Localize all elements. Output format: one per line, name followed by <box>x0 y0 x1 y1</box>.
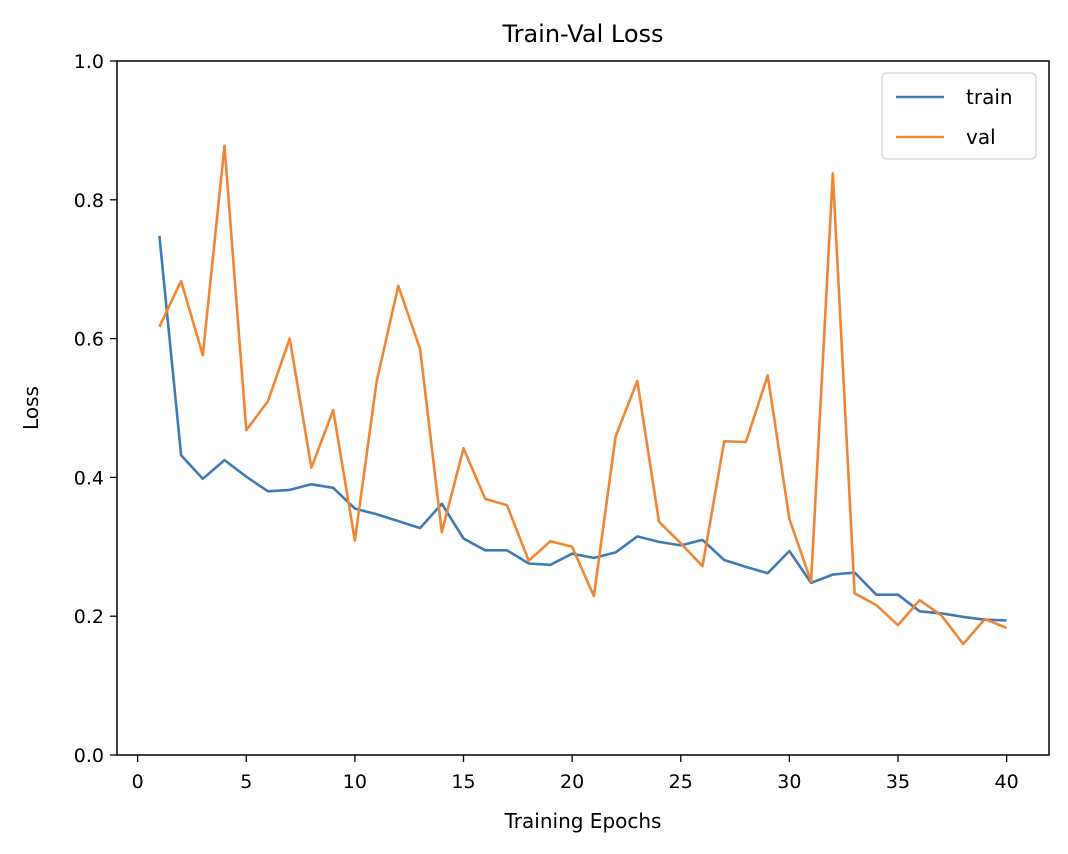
y-axis-label: Loss <box>19 386 43 430</box>
y-tick-label: 1.0 <box>74 51 104 73</box>
y-tick-label: 0.8 <box>74 190 104 212</box>
plot-area <box>158 144 1008 646</box>
series-line-train <box>158 235 1007 622</box>
x-tick-label: 25 <box>669 771 693 793</box>
x-tick-label: 30 <box>777 771 801 793</box>
x-tick-label: 0 <box>132 771 144 793</box>
legend: train val <box>881 72 1037 160</box>
y-axis: 0.0 0.2 0.4 0.6 0.8 1.0 <box>74 51 117 767</box>
x-axis: 0 5 10 15 20 25 30 35 40 <box>132 755 1019 793</box>
x-tick-label: 20 <box>560 771 584 793</box>
x-axis-label: Training Epochs <box>504 809 662 833</box>
legend-box <box>881 72 1037 160</box>
x-tick-label: 15 <box>451 771 475 793</box>
y-tick-label: 0.6 <box>74 329 104 351</box>
x-tick-label: 10 <box>343 771 367 793</box>
series-line-val <box>158 144 1008 646</box>
legend-label-val: val <box>966 125 996 149</box>
y-tick-label: 0.2 <box>74 606 104 628</box>
x-tick-label: 35 <box>886 771 910 793</box>
y-tick-label: 0.4 <box>74 467 104 489</box>
y-tick-label: 0.0 <box>74 745 104 767</box>
x-tick-label: 5 <box>240 771 252 793</box>
x-tick-label: 40 <box>995 771 1019 793</box>
axes-frame <box>116 60 1050 756</box>
legend-label-train: train <box>966 85 1013 109</box>
chart-title: Train-Val Loss <box>501 20 663 48</box>
